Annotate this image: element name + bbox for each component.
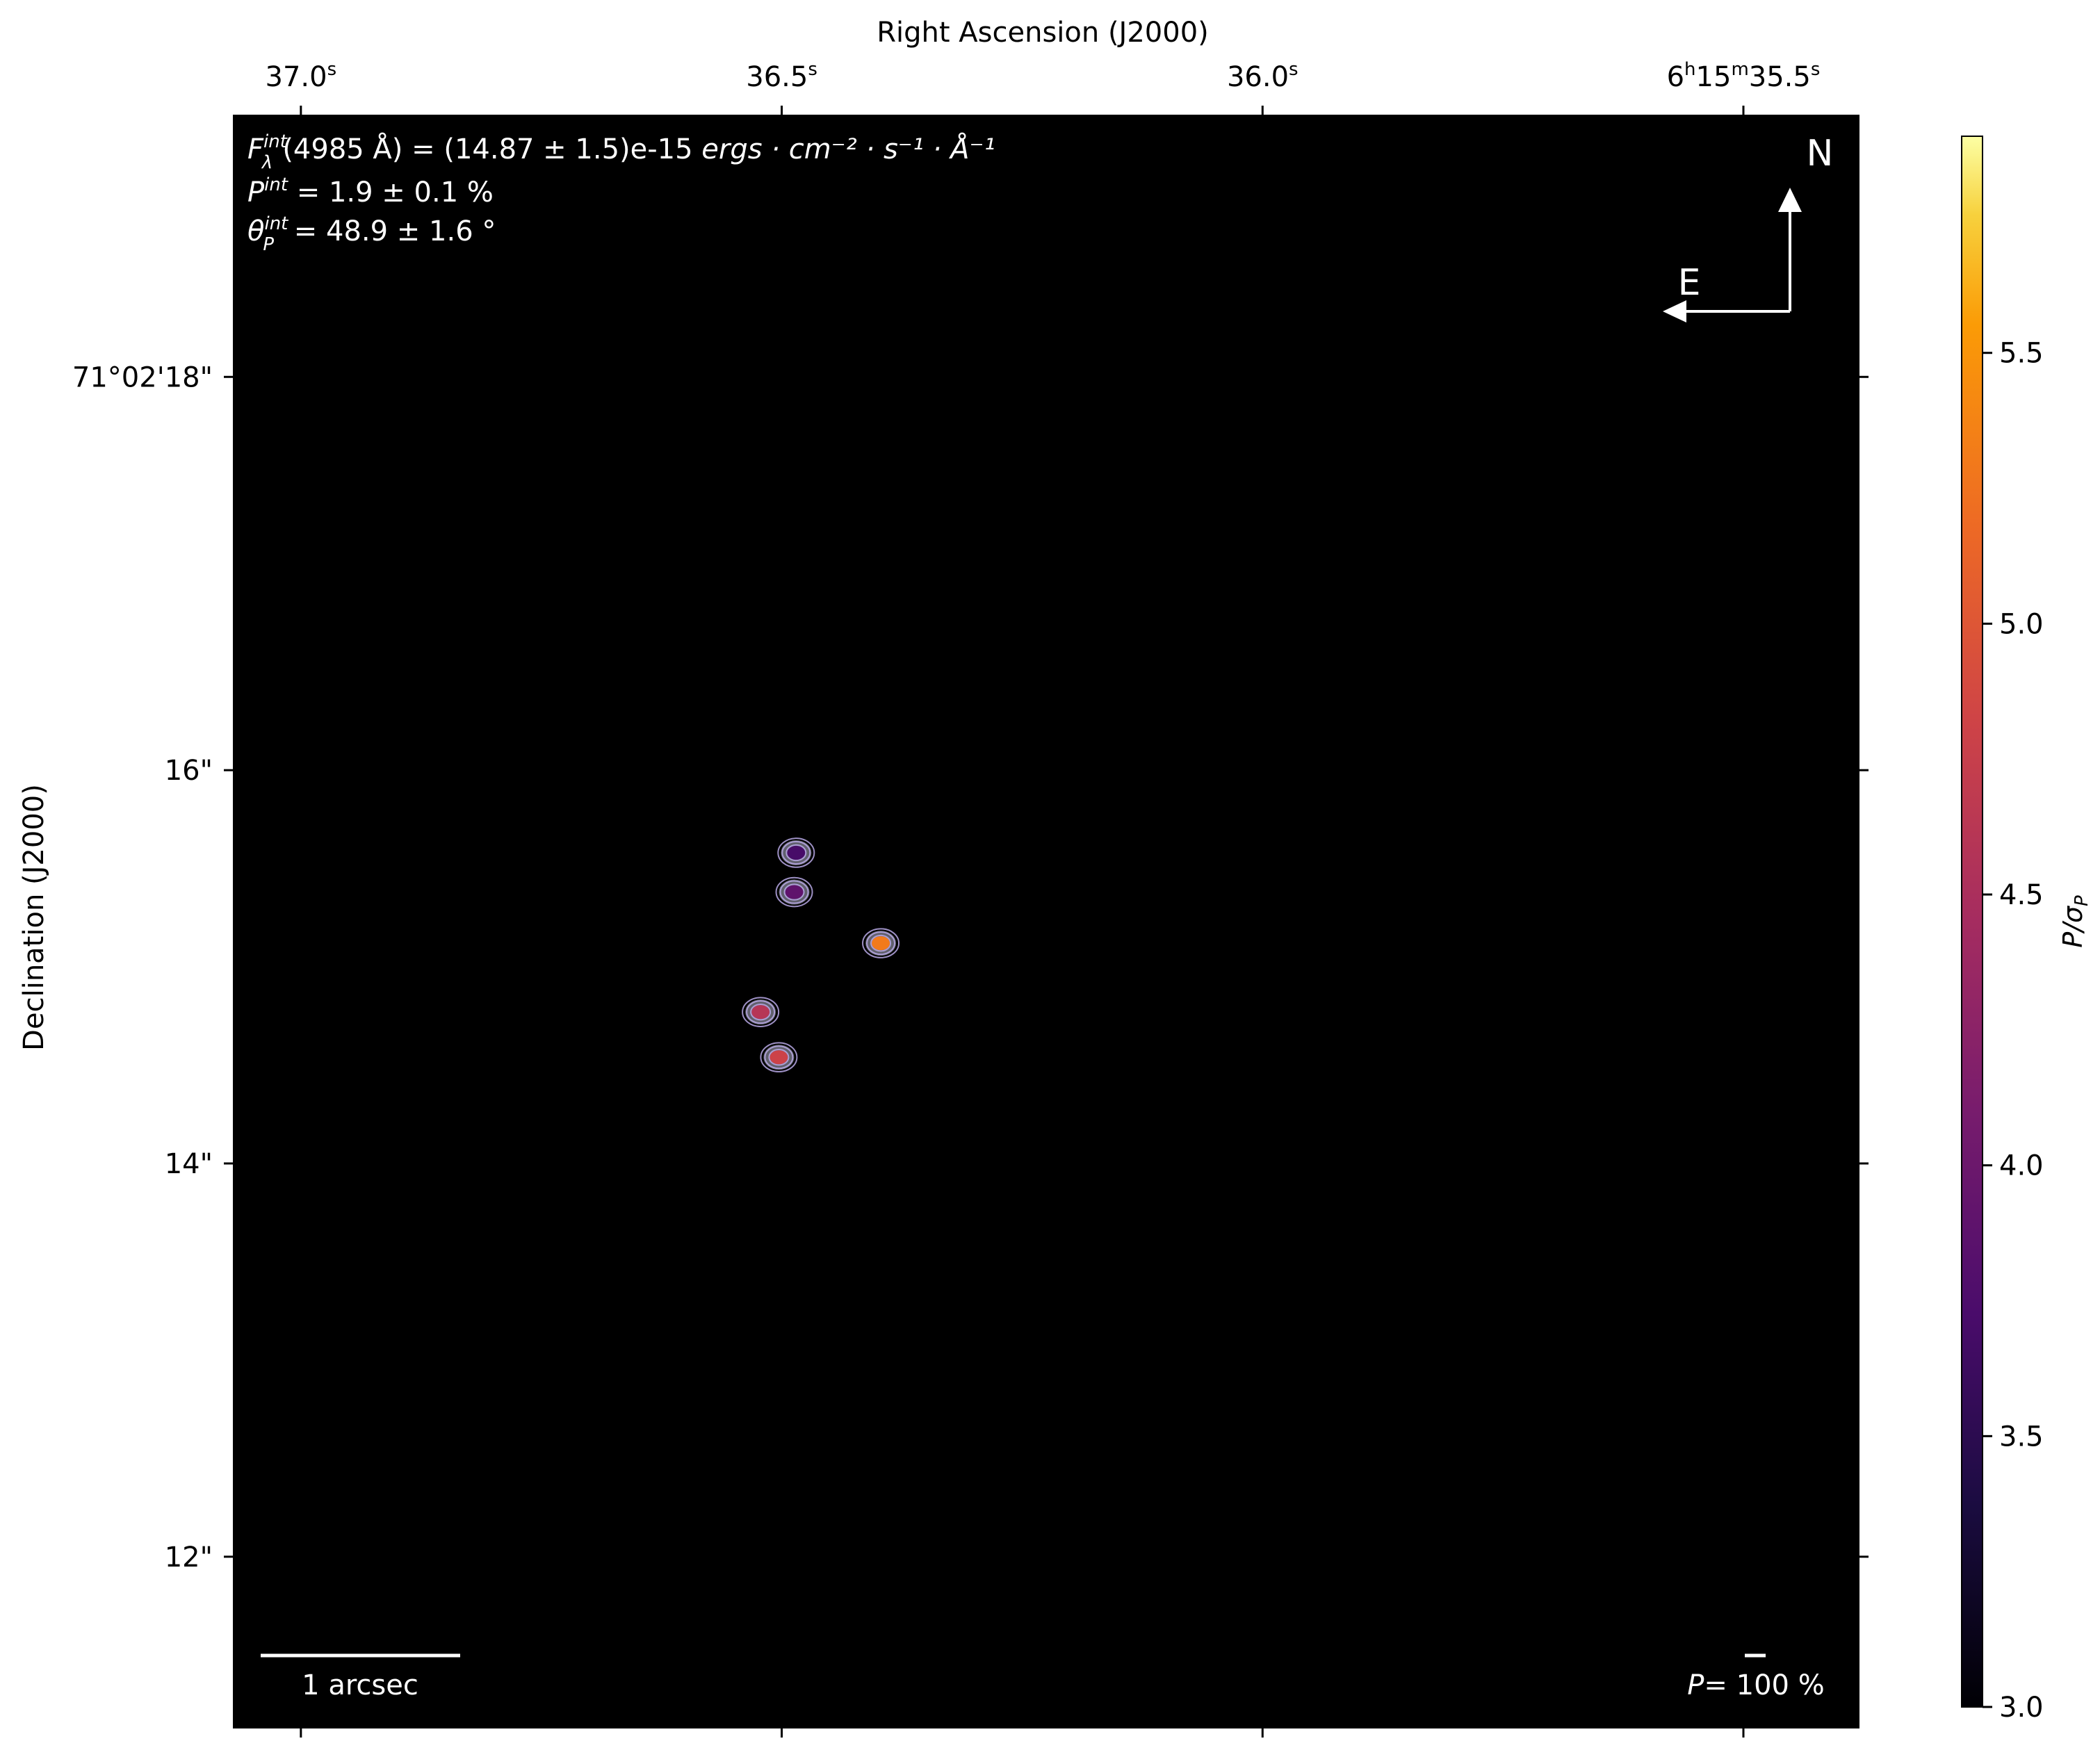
ra-tick-label: 37.0s [266,59,337,93]
colorbar-tick-label: 3.5 [1999,1421,2044,1453]
dec-tick-label: 71°02'18" [72,361,213,393]
source-contour [746,1000,776,1024]
vector-scale-label: P= 100 % [1687,1669,1824,1701]
ra-tick-label: 36.0s [1227,59,1299,93]
colorbar-ticks: 3.0 3.5 4.0 4.5 5.0 5.5 [1983,338,2044,1724]
dec-ticks: 71°02'18" 16" 14" 12" [72,361,1869,1574]
compass: N E [1663,133,1833,322]
source-contour [862,928,900,958]
dec-tick-label: 14" [165,1148,213,1180]
source-contour [783,883,805,901]
ra-tick-label: 36.5s [746,59,817,93]
east-label: E [1678,262,1701,304]
source-contour [768,1049,790,1066]
source-contour [777,837,815,868]
source-contour [866,931,896,956]
source-contour [760,1042,798,1073]
angle-annotation: θint P = 48.9 ± 1.6 ° [247,213,496,255]
source-core [770,1050,788,1065]
flux-annotation: Fint λ (4985 Å) = (14.87 ± 1.5)e-15 ergs ·… [247,131,995,173]
source-core [751,1005,770,1020]
colorbar [1961,136,1983,1708]
source-contour [750,1003,772,1021]
source-core [785,885,804,899]
source-contour [781,840,811,865]
source-core [787,845,806,860]
colorbar-tick-label: 3.0 [1999,1692,2044,1724]
source-contour [742,997,780,1027]
dec-tick-label: 12" [165,1542,213,1574]
dec-tick-label: 16" [165,755,213,787]
colorbar-tick-label: 5.5 [1999,338,2044,370]
colorbar-tick-label: 5.0 [1999,608,2044,640]
ra-tick-label: 6h15m35.5s [1667,59,1821,93]
ra-axis-title: Right Ascension (J2000) [877,17,1209,49]
plot-frame [233,115,1859,1728]
colorbar-tick-label: 4.5 [1999,879,2044,911]
dec-axis-title: Declination (J2000) [18,784,50,1051]
source-contour [870,934,892,952]
polarization-sources [742,837,900,1073]
source-contour [764,1045,794,1070]
north-arrow-head-icon [1778,188,1802,212]
north-label: N [1807,133,1834,174]
ra-ticks: 37.0s 36.5s 36.0s 6h15m35.5s [266,59,1821,1738]
source-core [872,936,890,951]
colorbar-tick-label: 4.0 [1999,1150,2044,1182]
scale-bar-label: 1 arcsec [302,1669,418,1701]
colorbar-label: P/σP [2058,895,2092,948]
source-contour [786,844,807,862]
east-arrow-head-icon [1663,300,1686,322]
plot-area [234,115,1859,1728]
source-contour [775,876,813,908]
source-contour [779,880,809,904]
polarization-annotation: Pint = 1.9 ± 0.1 % [247,174,494,209]
